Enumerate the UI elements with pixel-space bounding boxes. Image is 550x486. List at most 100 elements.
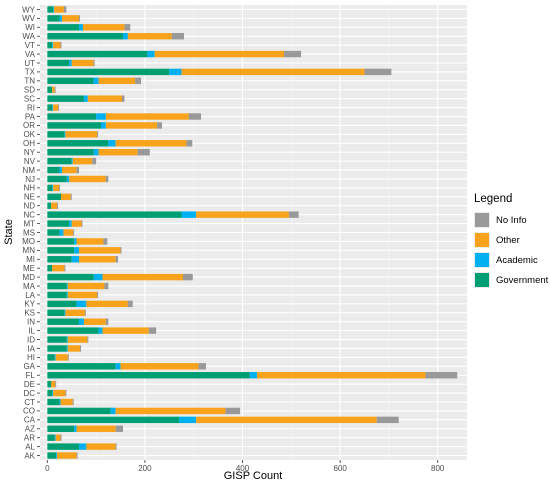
bar-md-other xyxy=(102,273,183,281)
bar-dc-academic xyxy=(52,389,54,397)
bar-me-no-info xyxy=(64,264,66,272)
bar-ok-government xyxy=(47,131,65,138)
bar-mt-other xyxy=(71,220,82,227)
bar-tn-government xyxy=(47,77,94,85)
bar-wv-academic xyxy=(59,15,62,22)
bar-nm-academic xyxy=(59,166,62,174)
y-tick-label: AK xyxy=(24,451,35,460)
y-tick-label: OR xyxy=(23,121,35,130)
bar-wv-other xyxy=(61,15,80,22)
bar-de-government xyxy=(47,380,52,388)
bar-wv-government xyxy=(47,15,60,22)
legend-label: No Info xyxy=(496,214,527,226)
y-tick-label: NH xyxy=(23,184,35,193)
legend-item: Other xyxy=(474,231,550,249)
bar-ak-academic xyxy=(56,452,58,459)
bar-wi-other xyxy=(82,24,125,31)
bar-ct-government xyxy=(47,398,60,406)
x-tick-labels: 0 200 400 600 800 xyxy=(45,460,445,473)
bar-az-no-info xyxy=(115,425,123,432)
bar-mn-academic xyxy=(74,247,80,254)
bar-ny-other xyxy=(98,148,138,156)
bar-mi-government xyxy=(47,256,72,263)
legend-key xyxy=(474,252,490,268)
bar-al-other xyxy=(86,443,116,450)
y-tick-label: OK xyxy=(23,130,35,139)
bar-ky-other xyxy=(86,300,128,308)
bar-dc-government xyxy=(47,389,53,397)
bar-ky-government xyxy=(47,300,77,308)
bar-ut-no-info xyxy=(93,59,95,67)
bar-nj-academic xyxy=(66,175,70,183)
y-tick-label: CT xyxy=(24,398,35,407)
bar-ia-no-info xyxy=(80,345,81,352)
bar-ma-academic xyxy=(66,282,68,290)
x-tick-label: 200 xyxy=(138,464,152,473)
bar-vt-government xyxy=(47,41,53,49)
bar-ar-government xyxy=(47,434,55,441)
bar-hi-academic xyxy=(54,354,56,361)
bar-fl-no-info xyxy=(425,372,458,379)
bar-co-academic xyxy=(110,407,116,415)
y-tick-label: IA xyxy=(27,344,35,353)
bar-ma-no-info xyxy=(104,282,109,290)
bar-sc-other xyxy=(87,95,122,102)
legend-item: Academic xyxy=(474,251,550,269)
bar-wi-academic xyxy=(79,24,83,31)
bar-wa-no-info xyxy=(171,33,184,40)
bar-me-government xyxy=(47,264,53,272)
bar-de-other xyxy=(51,380,56,388)
bar-wa-academic xyxy=(122,33,128,40)
bar-ne-other xyxy=(60,193,71,201)
bar-sd-other xyxy=(52,86,55,93)
bar-nj-government xyxy=(47,175,67,183)
bar-az-other xyxy=(76,425,116,432)
legend-swatch xyxy=(475,273,489,287)
bar-ok-other xyxy=(65,131,98,138)
bar-id-no-info xyxy=(87,336,89,343)
x-tick-label: 600 xyxy=(333,464,347,473)
bar-nd-government xyxy=(47,202,52,209)
bar-oh-government xyxy=(47,140,109,147)
bar-ks-academic xyxy=(64,309,66,317)
bar-in-academic xyxy=(79,318,84,325)
bar-ct-other xyxy=(60,398,73,406)
bar-mi-no-info xyxy=(115,256,119,263)
bar-mo-other xyxy=(76,238,104,245)
bar-dc-other xyxy=(53,389,66,397)
bar-nd-no-info xyxy=(57,202,59,209)
y-tick-labels: AKALARAZCACOCTDCDEFLGAHIIAIDILINKSKYLAMA… xyxy=(22,5,40,460)
y-tick-label: VA xyxy=(25,50,36,59)
bar-ri-academic xyxy=(52,104,54,111)
bar-or-other xyxy=(105,122,158,129)
bar-pa-no-info xyxy=(188,113,202,120)
bar-mn-no-info xyxy=(120,247,122,254)
bar-or-government xyxy=(47,122,101,129)
y-tick-label: SC xyxy=(24,94,35,103)
y-tick-label: CA xyxy=(24,416,36,425)
legend-title: Legend xyxy=(474,193,513,205)
legend-item: Government xyxy=(474,271,550,289)
y-tick-label: KS xyxy=(24,309,35,318)
y-tick-label: MS xyxy=(23,228,35,237)
bar-al-academic xyxy=(79,443,87,450)
bar-ms-no-info xyxy=(73,229,75,236)
bar-ky-no-info xyxy=(127,300,133,308)
y-tick-label: NM xyxy=(23,166,36,175)
y-tick-label: GA xyxy=(23,362,35,371)
bar-nv-government xyxy=(47,157,72,165)
bar-ia-other xyxy=(67,345,81,352)
bar-ms-academic xyxy=(59,229,64,236)
legend-swatch xyxy=(475,233,489,247)
bar-il-no-info xyxy=(148,327,157,334)
bar-wy-other xyxy=(54,6,64,13)
y-tick-label: LA xyxy=(25,291,35,300)
bar-md-government xyxy=(47,273,94,281)
bar-ny-academic xyxy=(93,148,99,156)
bar-tx-academic xyxy=(169,68,182,76)
bar-ia-government xyxy=(47,345,67,352)
bar-co-other xyxy=(115,407,226,415)
bar-or-academic xyxy=(101,122,106,129)
bar-ga-no-info xyxy=(198,363,206,370)
